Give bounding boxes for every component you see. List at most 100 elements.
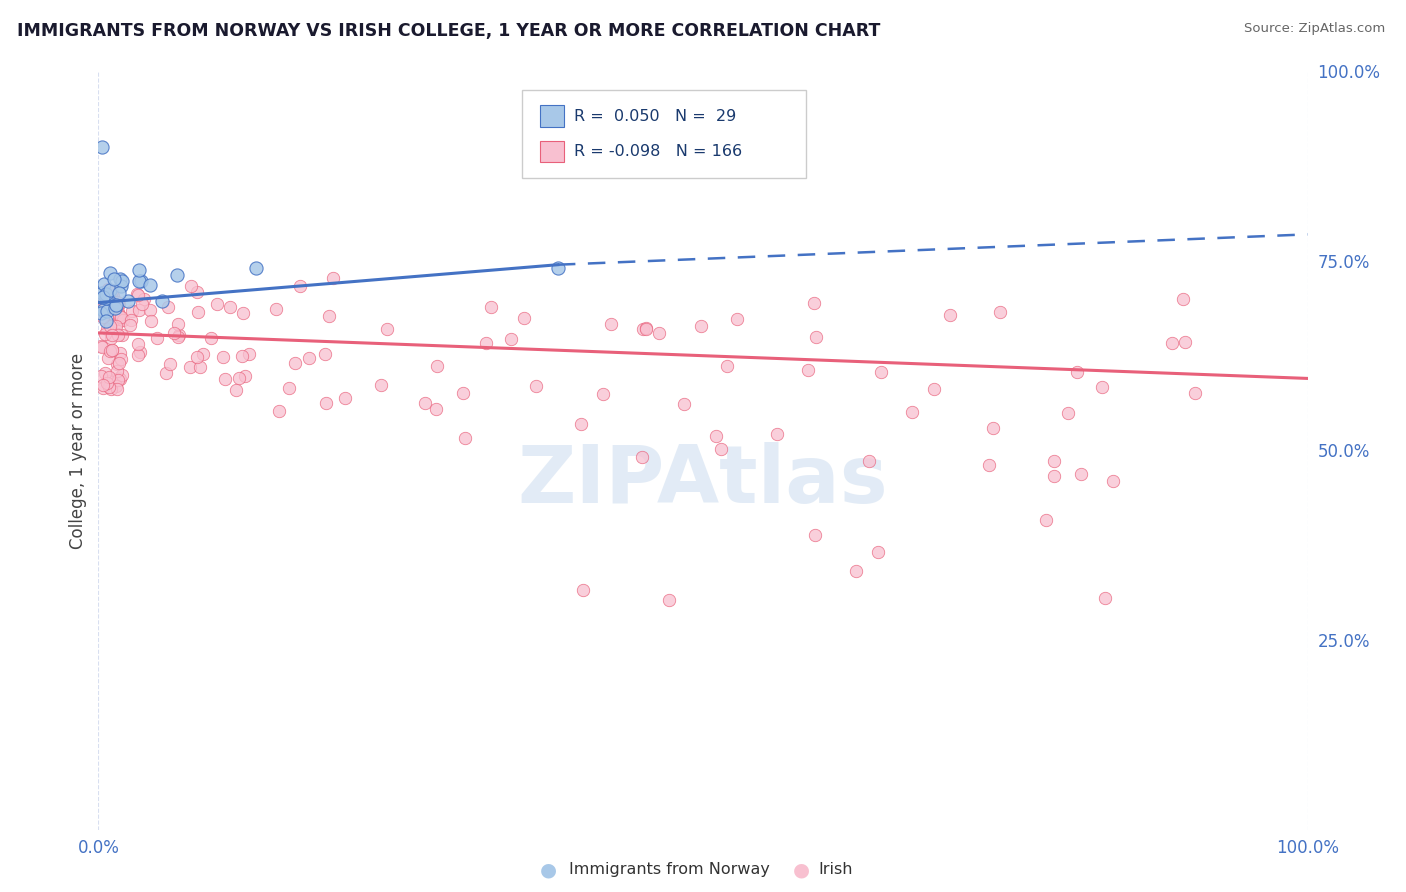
Y-axis label: College, 1 year or more: College, 1 year or more (69, 352, 87, 549)
Point (91, 310, 114, 324)
Point (96, 287, 118, 301)
FancyBboxPatch shape (540, 105, 564, 127)
Point (105, 357, 128, 371)
Point (298, 351, 321, 366)
FancyBboxPatch shape (540, 141, 564, 162)
Point (100, 383, 122, 397)
Point (150, 294, 173, 309)
Point (1090, 380, 1112, 394)
Text: ●: ● (540, 860, 557, 880)
Point (179, 360, 201, 375)
Point (96, 299, 118, 313)
Point (90, 294, 112, 309)
Point (131, 296, 153, 310)
Point (187, 305, 209, 319)
Point (453, 432, 475, 446)
Point (284, 356, 307, 370)
Point (180, 279, 202, 293)
Point (901, 405, 924, 419)
Point (803, 295, 825, 310)
Text: R =  0.050   N =  29: R = 0.050 N = 29 (574, 109, 735, 124)
Point (167, 317, 190, 331)
Point (278, 381, 301, 395)
Point (1070, 467, 1092, 482)
Point (120, 313, 142, 327)
Point (426, 359, 449, 374)
Point (766, 427, 789, 442)
Point (90, 306, 112, 320)
Point (155, 366, 177, 380)
Point (479, 300, 502, 314)
Point (129, 345, 152, 359)
Point (725, 312, 748, 326)
Point (98, 294, 121, 309)
Point (869, 365, 891, 379)
Point (101, 343, 124, 358)
Point (167, 328, 190, 343)
Point (111, 368, 134, 382)
Point (288, 278, 311, 293)
Point (111, 313, 134, 327)
Point (127, 336, 149, 351)
Point (104, 298, 127, 312)
Point (94, 314, 117, 328)
Text: Irish: Irish (818, 863, 853, 877)
Point (104, 301, 127, 315)
Text: R = -0.098   N = 166: R = -0.098 N = 166 (574, 145, 742, 160)
Text: Immigrants from Norway: Immigrants from Norway (569, 863, 770, 877)
Point (425, 402, 447, 417)
Text: Source: ZipAtlas.com: Source: ZipAtlas.com (1244, 22, 1385, 36)
Point (105, 294, 128, 309)
Point (804, 329, 827, 343)
Point (96, 322, 118, 336)
Point (96, 294, 118, 309)
Point (159, 357, 181, 371)
Point (108, 356, 131, 370)
Point (264, 301, 287, 316)
Point (110, 310, 132, 325)
Point (322, 271, 344, 285)
Point (110, 346, 132, 360)
Point (128, 274, 150, 288)
Point (1035, 513, 1057, 527)
Point (101, 284, 124, 298)
Point (97, 291, 120, 305)
Point (524, 378, 547, 392)
Point (157, 300, 180, 314)
Point (634, 322, 657, 336)
Point (90, 302, 112, 317)
Point (100, 318, 122, 332)
Point (90, 339, 112, 353)
Point (231, 349, 253, 363)
Point (214, 372, 236, 386)
Point (1066, 365, 1088, 379)
Point (513, 310, 536, 325)
Point (212, 350, 235, 364)
Point (97, 283, 120, 297)
Point (93, 327, 115, 342)
Point (804, 527, 827, 541)
Point (93, 277, 115, 292)
Point (139, 313, 162, 327)
Point (107, 315, 129, 329)
Point (97, 380, 120, 394)
Point (107, 305, 129, 319)
Point (97, 371, 120, 385)
Point (636, 321, 658, 335)
Point (200, 331, 222, 345)
Point (91, 377, 114, 392)
Point (453, 385, 475, 400)
Point (117, 293, 139, 308)
Point (716, 359, 738, 373)
Point (318, 309, 340, 323)
Point (979, 458, 1001, 473)
Point (232, 306, 254, 320)
Point (1094, 591, 1116, 605)
Point (98, 369, 121, 384)
Point (118, 318, 141, 333)
Point (91, 297, 114, 311)
Point (1171, 292, 1194, 306)
Point (1042, 454, 1064, 468)
Point (139, 277, 162, 292)
Point (107, 296, 129, 310)
